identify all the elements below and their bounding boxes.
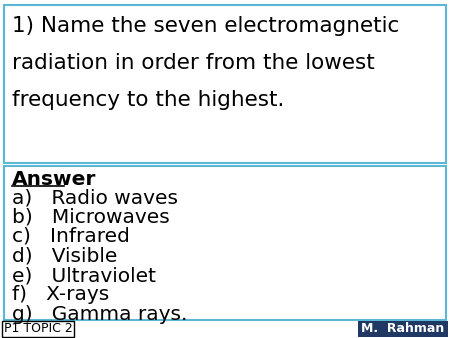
Text: f)   X-rays: f) X-rays [12,286,109,305]
Text: e)   Ultraviolet: e) Ultraviolet [12,266,156,285]
FancyBboxPatch shape [358,321,448,337]
FancyBboxPatch shape [4,166,446,320]
Text: frequency to the highest.: frequency to the highest. [12,90,284,110]
Text: Answer: Answer [12,170,96,189]
Text: c)   Infrared: c) Infrared [12,227,130,246]
Text: radiation in order from the lowest: radiation in order from the lowest [12,53,375,73]
Text: d)   Visible: d) Visible [12,246,117,266]
Text: b)   Microwaves: b) Microwaves [12,208,170,226]
Text: g)   Gamma rays.: g) Gamma rays. [12,305,187,324]
Text: a)   Radio waves: a) Radio waves [12,188,178,207]
Text: 1) Name the seven electromagnetic: 1) Name the seven electromagnetic [12,16,399,36]
Text: M.  Rahman: M. Rahman [361,322,445,336]
FancyBboxPatch shape [4,5,446,163]
FancyBboxPatch shape [2,321,74,337]
Text: P1 TOPIC 2: P1 TOPIC 2 [4,322,72,336]
